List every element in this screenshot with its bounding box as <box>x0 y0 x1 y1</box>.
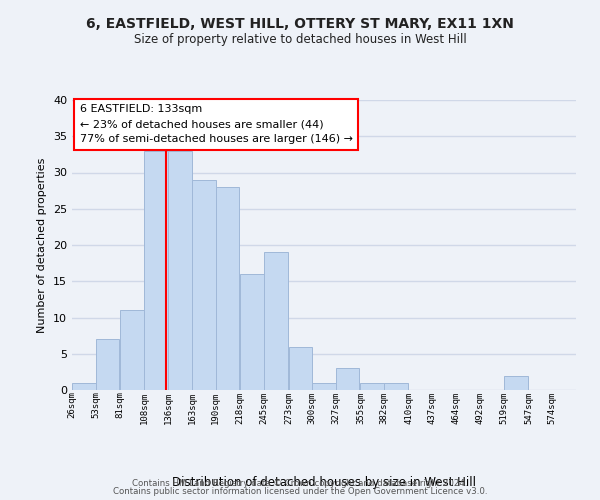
Bar <box>289 346 312 390</box>
Bar <box>264 252 287 390</box>
Text: Size of property relative to detached houses in West Hill: Size of property relative to detached ho… <box>134 32 466 46</box>
Bar <box>384 383 408 390</box>
Bar <box>361 383 384 390</box>
X-axis label: Distribution of detached houses by size in West Hill: Distribution of detached houses by size … <box>172 476 476 490</box>
Bar <box>504 376 528 390</box>
Bar <box>192 180 216 390</box>
Bar <box>120 310 144 390</box>
Y-axis label: Number of detached properties: Number of detached properties <box>37 158 47 332</box>
Bar <box>95 339 119 390</box>
Text: Contains public sector information licensed under the Open Government Licence v3: Contains public sector information licen… <box>113 487 487 496</box>
Bar <box>144 151 167 390</box>
Text: 6, EASTFIELD, WEST HILL, OTTERY ST MARY, EX11 1XN: 6, EASTFIELD, WEST HILL, OTTERY ST MARY,… <box>86 18 514 32</box>
Bar <box>216 187 239 390</box>
Bar <box>312 383 336 390</box>
Bar <box>240 274 264 390</box>
Bar <box>169 151 192 390</box>
Bar <box>336 368 359 390</box>
Text: Contains HM Land Registry data © Crown copyright and database right 2024.: Contains HM Land Registry data © Crown c… <box>132 478 468 488</box>
Text: 6 EASTFIELD: 133sqm
← 23% of detached houses are smaller (44)
77% of semi-detach: 6 EASTFIELD: 133sqm ← 23% of detached ho… <box>80 104 353 144</box>
Bar <box>72 383 95 390</box>
